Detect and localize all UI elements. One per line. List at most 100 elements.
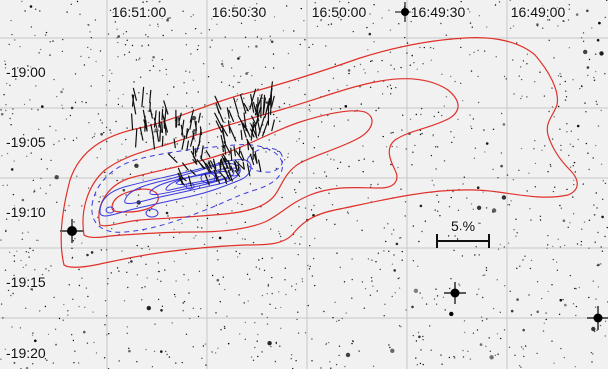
polarization-vector	[192, 159, 198, 165]
polarization-vector	[240, 120, 247, 138]
ra-axis-labels: 16:51:00 16:50:30 16:50:00 16:49:30 16:4…	[110, 3, 567, 22]
polarization-vector	[237, 164, 240, 172]
polarization-vector	[196, 144, 200, 153]
blue-contour-blob-small	[105, 206, 115, 214]
polarization-vector	[246, 163, 251, 177]
polarization-vector	[161, 135, 164, 147]
polarization-vector	[178, 112, 182, 121]
red-contour-middle	[82, 78, 459, 238]
dec-label-2: -19:10	[6, 204, 46, 220]
polarization-vectors	[131, 81, 275, 187]
polarization-vector	[173, 138, 176, 149]
polarization-vector	[246, 138, 254, 151]
polarization-vector	[190, 132, 195, 147]
polarization-vector	[270, 95, 275, 108]
polarization-vector	[198, 112, 201, 123]
polarization-vector	[227, 160, 232, 171]
polarization-vector	[223, 141, 231, 154]
red-contour-core	[111, 188, 159, 213]
polarization-vector	[149, 101, 151, 113]
scale-bar-label: 5 %	[451, 218, 475, 234]
polarization-vector	[223, 176, 228, 184]
polarization-vector	[192, 156, 198, 163]
polarization-vector	[188, 175, 192, 187]
polarization-vector	[131, 94, 135, 107]
polarization-vector	[142, 109, 148, 131]
polarization-vector	[270, 92, 272, 116]
ra-label-4: 16:49:00	[511, 4, 566, 20]
polarization-vector	[152, 135, 156, 150]
polarization-vector	[234, 162, 239, 172]
blue-contour-dashed-right	[246, 147, 284, 173]
ra-label-2: 16:50:00	[312, 4, 367, 20]
scale-bar: 5 %	[436, 217, 490, 248]
polarization-vector	[222, 153, 228, 161]
polarization-vector	[132, 87, 137, 101]
polarization-vector	[215, 172, 221, 184]
polarization-vector	[150, 109, 153, 119]
polarization-vector	[251, 115, 257, 125]
dec-label-4: -19:20	[6, 345, 46, 361]
polarization-vector	[210, 160, 217, 172]
polarization-vector	[240, 150, 245, 161]
polarization-vector	[215, 103, 220, 114]
bright-stars	[60, 2, 608, 330]
polarization-vector	[208, 160, 211, 167]
polarization-vector	[180, 124, 184, 138]
polarization-vector	[234, 160, 245, 170]
polarization-vector	[167, 153, 178, 163]
polarization-vector	[181, 135, 186, 150]
ra-label-0: 16:51:00	[112, 4, 167, 20]
polarization-vector	[230, 165, 234, 173]
polarization-vector	[229, 126, 237, 142]
red-contour-outer	[60, 37, 578, 268]
polarization-vector	[200, 145, 204, 160]
blue-contour-dashed	[91, 144, 283, 233]
ra-label-1: 16:50:30	[212, 4, 267, 20]
polarization-vector	[253, 154, 258, 164]
polarization-vector	[233, 97, 239, 115]
polarization-vector	[212, 158, 217, 169]
polarization-vector	[139, 126, 144, 141]
polarization-vector	[175, 116, 178, 128]
polarization-vector	[262, 94, 266, 116]
polarization-vector	[189, 109, 195, 123]
polarization-vector	[234, 169, 241, 177]
polarization-vector	[254, 93, 263, 116]
polarization-vector	[220, 160, 224, 167]
polarization-vector	[249, 88, 257, 110]
dec-label-0: -19:00	[6, 64, 46, 80]
polarization-vector	[222, 145, 224, 153]
polarization-vector	[226, 107, 230, 119]
blue-contours	[91, 144, 284, 233]
polarization-vector	[206, 163, 212, 174]
polarization-vector	[250, 123, 258, 139]
polarization-vector	[213, 169, 218, 182]
blue-contour-2	[124, 163, 241, 204]
polarization-vector	[200, 157, 207, 166]
polarization-vector	[198, 128, 202, 146]
polarization-vector	[240, 129, 243, 140]
polarization-vector	[194, 148, 197, 157]
polarization-vector	[227, 120, 231, 134]
polarization-vector	[156, 130, 160, 142]
polarization-vector	[242, 122, 249, 134]
dec-axis-labels: -19:00 -19:05 -19:10 -19:15 -19:20	[5, 63, 48, 363]
polarization-vector	[177, 167, 183, 179]
polarization-vector	[153, 110, 157, 128]
polarization-vector	[189, 169, 196, 176]
polarization-vector	[178, 117, 180, 126]
polarization-vector	[153, 117, 158, 129]
polarization-vector	[141, 86, 145, 108]
polarization-vector	[164, 108, 167, 121]
polarization-vector	[250, 93, 255, 113]
polarization-vector	[205, 150, 211, 158]
polarization-vector	[131, 113, 134, 131]
polarization-vector	[161, 121, 164, 134]
polarization-vector	[149, 89, 152, 104]
polarization-vector	[214, 95, 222, 110]
polarization-vector	[159, 129, 161, 142]
polarization-vector	[243, 102, 249, 112]
